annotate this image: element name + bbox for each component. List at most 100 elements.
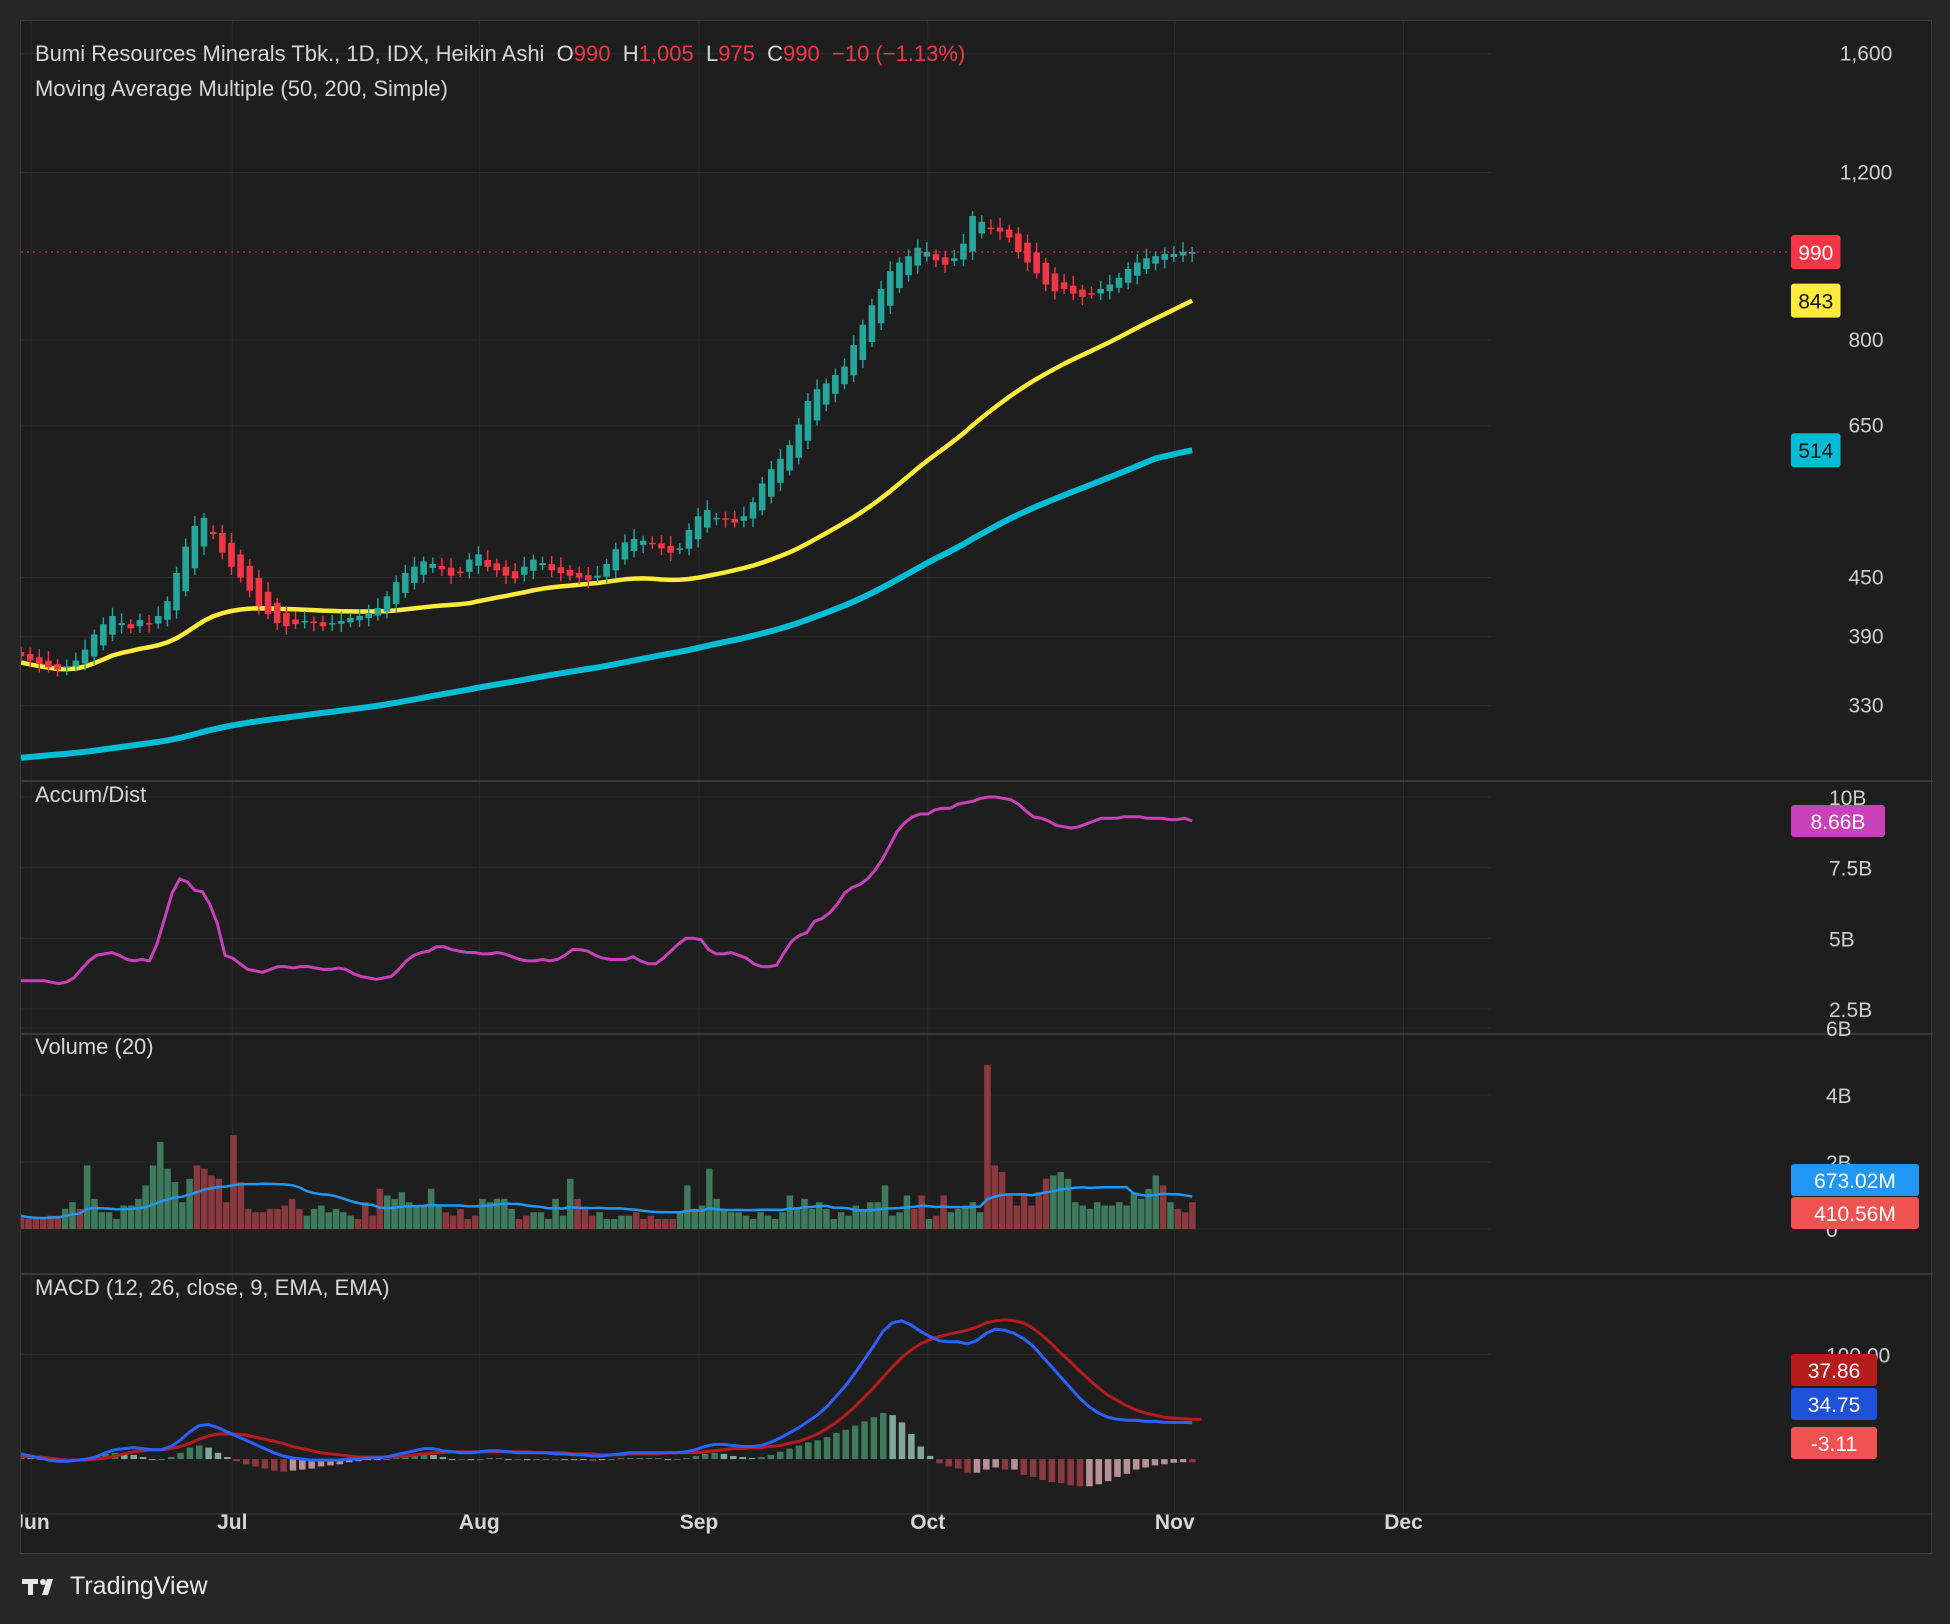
volume-bar: [801, 1198, 808, 1229]
macd-histogram-bar: [580, 1459, 587, 1461]
volume-bar: [889, 1215, 896, 1229]
volume-bar: [435, 1205, 442, 1229]
macd-histogram-bar: [36, 1459, 44, 1461]
y-tick-label: 1,600: [1840, 43, 1893, 66]
macd-histogram-bar: [514, 1459, 522, 1461]
candle-body: [209, 531, 217, 535]
volume-bar: [259, 1212, 267, 1229]
macd-histogram-bar: [701, 1453, 709, 1460]
candle-body: [1097, 289, 1104, 294]
volume-bar: [1028, 1205, 1035, 1229]
volume-bar: [574, 1198, 581, 1229]
volume-bar: [427, 1188, 435, 1229]
volume-bar: [347, 1215, 354, 1229]
candle-body: [319, 622, 327, 627]
volume-bar: [135, 1198, 142, 1229]
volume-bar: [779, 1212, 786, 1229]
volume-bar: [157, 1141, 164, 1229]
volume-bar: [676, 1212, 684, 1229]
volume-bar: [823, 1208, 830, 1229]
macd-histogram-bar: [1076, 1459, 1084, 1487]
candle-body: [557, 567, 565, 573]
candle-body: [1033, 252, 1040, 274]
candle-body: [1069, 285, 1077, 294]
candle-body: [1188, 251, 1196, 254]
x-tick-label: Jul: [217, 1511, 247, 1534]
macd-histogram-bar: [683, 1458, 690, 1460]
tradingview-brand[interactable]: TradingView: [22, 1572, 208, 1601]
macd-histogram-bar: [486, 1458, 493, 1460]
volume-bar: [793, 1208, 801, 1229]
change-value: −10 (−1.13%): [831, 41, 966, 66]
ma-legend[interactable]: Moving Average Multiple (50, 200, Simple…: [35, 76, 448, 101]
volume-bar: [252, 1212, 259, 1229]
macd-histogram-bar: [908, 1433, 915, 1460]
ma50-tag-bg: [1791, 283, 1841, 318]
volume-bar: [47, 1215, 54, 1229]
volume-bar: [654, 1218, 662, 1229]
macd-histogram-bar: [1114, 1459, 1121, 1477]
candle-body: [127, 624, 135, 629]
volume-bar: [1181, 1212, 1189, 1229]
candle-body: [914, 247, 921, 266]
candle-body: [923, 251, 931, 257]
macd-histogram-bar: [936, 1459, 943, 1464]
candle-body: [932, 254, 940, 261]
macd-histogram-bar: [1095, 1459, 1103, 1485]
volume-bar: [771, 1218, 779, 1229]
volume-bar: [83, 1165, 91, 1229]
volume-bar: [720, 1208, 728, 1229]
candle-body: [310, 621, 318, 624]
ad-legend[interactable]: Accum/Dist: [35, 782, 147, 807]
chart-canvas[interactable]: Jun Jul Aug Sep Oct Nov Dec 1,600 1,200 800 650 450…: [12, 21, 1933, 1555]
volume-bar: [105, 1212, 113, 1229]
macd-histogram-bar: [1142, 1459, 1149, 1468]
volume-bar: [647, 1215, 655, 1229]
volume-legend[interactable]: Volume (20): [35, 1034, 154, 1059]
volume-bar: [976, 1212, 984, 1229]
candle-body: [228, 542, 235, 567]
volume-bar: [420, 1205, 428, 1229]
volume-bar: [588, 1215, 596, 1229]
volume-bar: [1013, 1205, 1021, 1229]
candle-body: [45, 660, 52, 668]
current-price-tag-bg: [1791, 234, 1841, 269]
volume-bar: [76, 1208, 84, 1229]
y-tick-label: 1,200: [1840, 162, 1893, 185]
candle-body: [850, 345, 857, 376]
macd-histogram-bar: [1161, 1459, 1168, 1465]
candle-body: [768, 469, 775, 497]
macd-histogram-bar: [149, 1459, 156, 1461]
macd-histogram-bar: [1151, 1459, 1159, 1466]
volume-ma-line: [20, 1182, 1193, 1220]
volume-bar: [998, 1172, 1006, 1229]
candle-body: [1024, 242, 1031, 263]
macd-legend[interactable]: MACD (12, 26, close, 9, EMA, EMA): [35, 1275, 390, 1300]
macd-signal-tag: 37.86: [1808, 1360, 1861, 1383]
volume-bar: [501, 1198, 508, 1229]
volume-bar: [596, 1212, 603, 1229]
volume-tag: 410.56M: [1814, 1203, 1896, 1226]
candle-body: [72, 660, 80, 667]
volume-bar: [25, 1218, 32, 1229]
volume-bar: [1086, 1208, 1094, 1229]
macd-histogram-bar: [1132, 1459, 1140, 1470]
high-value: 1,005: [638, 41, 694, 66]
macd-histogram-bar: [608, 1459, 615, 1461]
candle-body: [658, 543, 665, 549]
volume-bar: [54, 1215, 62, 1229]
macd-histogram-bar: [214, 1452, 222, 1460]
volume-bar: [32, 1218, 40, 1229]
macd-histogram-bar: [973, 1459, 981, 1473]
candle-body: [402, 572, 409, 593]
macd-histogram-bar: [598, 1459, 606, 1461]
candle-body: [795, 424, 803, 458]
volume-bar: [1020, 1195, 1028, 1229]
macd-histogram-bar: [1104, 1459, 1112, 1482]
volume-bar: [940, 1195, 947, 1229]
low-label: L: [705, 41, 719, 66]
ma200-line: [20, 447, 1193, 761]
volume-bar: [391, 1198, 398, 1229]
volume-bar: [266, 1208, 274, 1229]
macd-histogram-bar: [776, 1451, 784, 1460]
